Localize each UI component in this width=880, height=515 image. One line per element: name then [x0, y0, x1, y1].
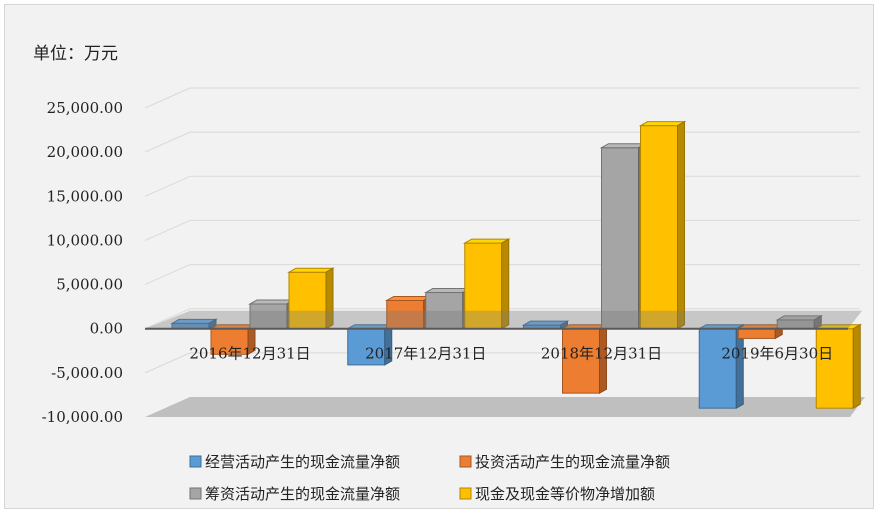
gridline-diagonal — [144, 87, 191, 109]
bar-front — [640, 125, 678, 330]
bar — [462, 238, 511, 330]
bar — [521, 320, 570, 330]
y-tick-label: -10,000.00 — [42, 408, 123, 426]
bar — [170, 318, 218, 330]
bar-side — [677, 120, 685, 330]
legend-item: 经营活动产生的现金流量净额 — [189, 453, 400, 471]
bar-side — [852, 323, 861, 410]
y-tick-label: 25,000.00 — [47, 99, 123, 117]
bar — [814, 323, 863, 410]
bar-front — [288, 271, 327, 330]
bar-side — [208, 318, 217, 330]
x-category-label: 2019年6月30日 — [721, 345, 833, 363]
bar — [384, 295, 433, 330]
gridline-diagonal — [144, 131, 191, 153]
legend-label: 筹资活动产生的现金流量净额 — [205, 485, 400, 503]
bar-chart: 单位：万元 25,000.00 20,000.00 15,000.00 10,000.… — [33, 44, 865, 503]
bar-side — [501, 238, 510, 330]
legend-swatch — [459, 455, 472, 468]
legend-swatch — [189, 487, 202, 500]
legend-item: 筹资活动产生的现金流量净额 — [189, 485, 400, 503]
unit-label: 单位：万元 — [33, 44, 118, 64]
y-tick-label: 0.00 — [90, 320, 123, 338]
legend-label: 投资活动产生的现金流量净额 — [475, 453, 670, 471]
zero-plane — [145, 310, 862, 329]
bar-front — [464, 242, 503, 330]
y-tick-label: 10,000.00 — [47, 231, 123, 249]
y-tick-label: -5,000.00 — [51, 364, 123, 382]
legend-label: 经营活动产生的现金流量净额 — [205, 453, 400, 471]
y-tick-label: 15,000.00 — [47, 187, 123, 205]
bar — [599, 142, 648, 330]
bar — [638, 120, 687, 330]
legend-swatch — [189, 455, 202, 468]
chart-frame: 单位：万元 25,000.00 20,000.00 15,000.00 10,000.… — [4, 4, 874, 509]
gridline-diagonal — [144, 219, 191, 241]
legend-item: 投资活动产生的现金流量净额 — [459, 453, 670, 471]
gridline-diagonal — [144, 175, 191, 197]
bar-side — [325, 267, 334, 330]
gridline-diagonal — [144, 264, 191, 286]
legend-label: 现金及现金等价物净增加额 — [475, 485, 655, 503]
bar-front — [601, 147, 639, 330]
x-axis: 2016年12月31日 2017年12月31日 2018年12月31日 2019年6月… — [189, 345, 833, 363]
x-category-label: 2016年12月31日 — [189, 345, 310, 363]
y-tick-label: 20,000.00 — [47, 143, 123, 161]
bar-front — [737, 328, 776, 339]
bar-front — [815, 328, 854, 409]
chart-floor — [145, 397, 865, 417]
floor-plane — [145, 397, 865, 417]
bar-side — [560, 320, 568, 330]
bar-side — [813, 315, 822, 330]
bar-side — [735, 323, 744, 410]
legend-swatch — [459, 487, 472, 500]
bars — [145, 120, 863, 410]
bar — [775, 315, 824, 330]
bar — [287, 267, 335, 330]
bar-front — [347, 328, 386, 366]
y-tick-label: 5,000.00 — [56, 276, 123, 294]
bar-front — [698, 328, 737, 409]
gridline-diagonal — [144, 308, 191, 330]
bar — [697, 323, 746, 410]
x-category-label: 2018年12月31日 — [541, 345, 662, 363]
x-category-label: 2017年12月31日 — [365, 345, 486, 363]
y-axis: 25,000.00 20,000.00 15,000.00 10,000.00 5,00… — [42, 99, 123, 426]
legend-item: 现金及现金等价物净增加额 — [459, 485, 655, 503]
gridline-diagonal — [144, 352, 191, 374]
